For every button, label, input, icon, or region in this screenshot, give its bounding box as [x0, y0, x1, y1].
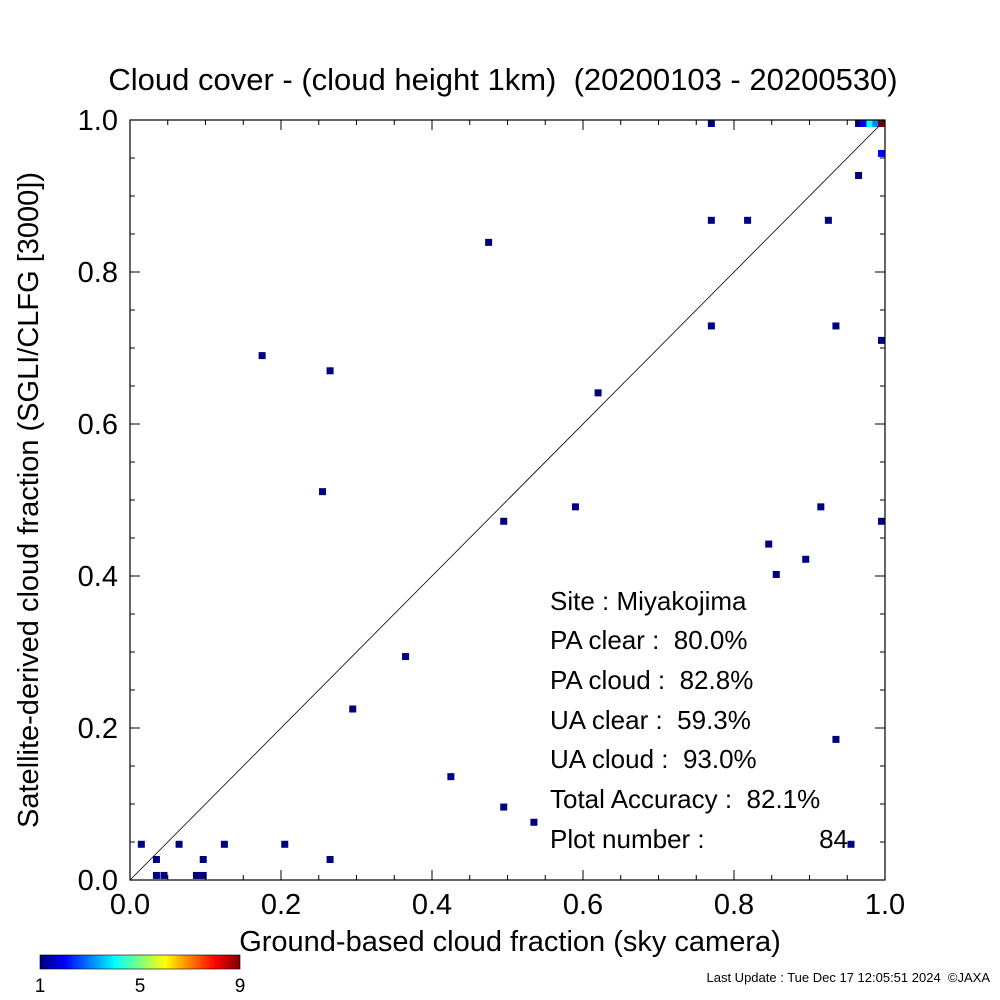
data-point: [832, 735, 840, 743]
data-point: [137, 840, 145, 848]
y-tick-label: 0.4: [78, 561, 118, 593]
x-tick-label: 0.8: [714, 889, 754, 921]
x-axis-label: Ground-based cloud fraction (sky camera): [239, 926, 781, 958]
y-tick-label: 0.0: [78, 865, 118, 897]
data-point: [707, 216, 715, 224]
data-point: [878, 336, 885, 344]
data-point: [817, 503, 825, 511]
data-point: [707, 120, 715, 127]
colorbar-mid-label: 5: [135, 976, 146, 997]
data-point: [500, 517, 508, 525]
data-points: [137, 120, 885, 879]
x-tick-label: 1.0: [865, 889, 905, 921]
data-point: [152, 855, 160, 863]
reference-line: [129, 119, 886, 881]
colorbar: 1 5 9: [35, 954, 246, 997]
x-tick-label: 0.2: [261, 889, 301, 921]
y-tick-label: 0.8: [78, 257, 118, 289]
stat-site: Site : Miyakojima: [550, 586, 747, 616]
y-tick-label: 1.0: [78, 105, 118, 137]
stat-ua-cloud: UA cloud : 93.0%: [550, 744, 757, 774]
x-tick-label: 0.6: [563, 889, 603, 921]
data-point: [319, 488, 327, 496]
data-point: [349, 705, 357, 713]
stat-plot-number-label: Plot number :: [550, 824, 705, 854]
colorbar-max-label: 9: [235, 976, 246, 997]
data-point: [175, 840, 183, 848]
data-point: [878, 517, 885, 525]
data-point: [866, 120, 874, 127]
last-update-footer: Last Update : Tue Dec 17 12:05:51 2024 ©…: [707, 970, 991, 985]
data-point: [772, 570, 780, 578]
data-point: [765, 540, 773, 548]
colorbar-min-label: 1: [35, 976, 46, 997]
data-point: [878, 149, 885, 157]
stat-total-accuracy: Total Accuracy : 82.1%: [550, 784, 820, 814]
axis-ticks: 0.0 0.2 0.4 0.6 0.8 1.0 0.0 0.2 0.4 0.6 0.8 1.0: [78, 105, 905, 921]
data-point: [152, 871, 160, 879]
data-point: [832, 322, 840, 330]
data-point: [402, 653, 410, 661]
data-point: [326, 367, 334, 375]
data-point: [500, 803, 508, 811]
data-point: [571, 503, 579, 511]
stats-box: Site : Miyakojima PA clear : 80.0% PA cl…: [550, 586, 848, 854]
y-tick-label: 0.2: [78, 713, 118, 745]
data-point: [824, 216, 832, 224]
data-point: [847, 840, 855, 848]
data-point: [530, 818, 538, 826]
y-tick-label: 0.6: [78, 409, 118, 441]
data-point: [485, 238, 493, 246]
x-tick-label: 0.4: [412, 889, 452, 921]
data-point: [160, 871, 168, 879]
data-point: [447, 773, 455, 781]
stat-pa-clear: PA clear : 80.0%: [550, 625, 748, 655]
data-point: [192, 871, 200, 879]
data-point: [326, 855, 334, 863]
data-point: [707, 322, 715, 330]
data-point: [855, 171, 863, 179]
data-point: [199, 871, 207, 879]
data-point: [744, 216, 752, 224]
stat-plot-number-value: 84: [819, 824, 848, 854]
data-point: [220, 840, 228, 848]
stat-pa-cloud: PA cloud : 82.8%: [550, 665, 753, 695]
data-point: [199, 855, 207, 863]
chart-title: Cloud cover - (cloud height 1km) (202001…: [108, 62, 897, 97]
data-point: [872, 120, 880, 127]
data-point: [594, 389, 602, 397]
colorbar-gradient: [39, 954, 241, 970]
data-point: [855, 120, 863, 127]
data-point: [802, 555, 810, 563]
data-point: [258, 352, 266, 360]
x-tick-label: 0.0: [110, 889, 150, 921]
data-point: [281, 840, 289, 848]
stat-ua-clear: UA clear : 59.3%: [550, 705, 751, 735]
data-point: [860, 120, 868, 127]
y-axis-label: Satellite-derived cloud fraction (SGLI/C…: [13, 172, 45, 828]
